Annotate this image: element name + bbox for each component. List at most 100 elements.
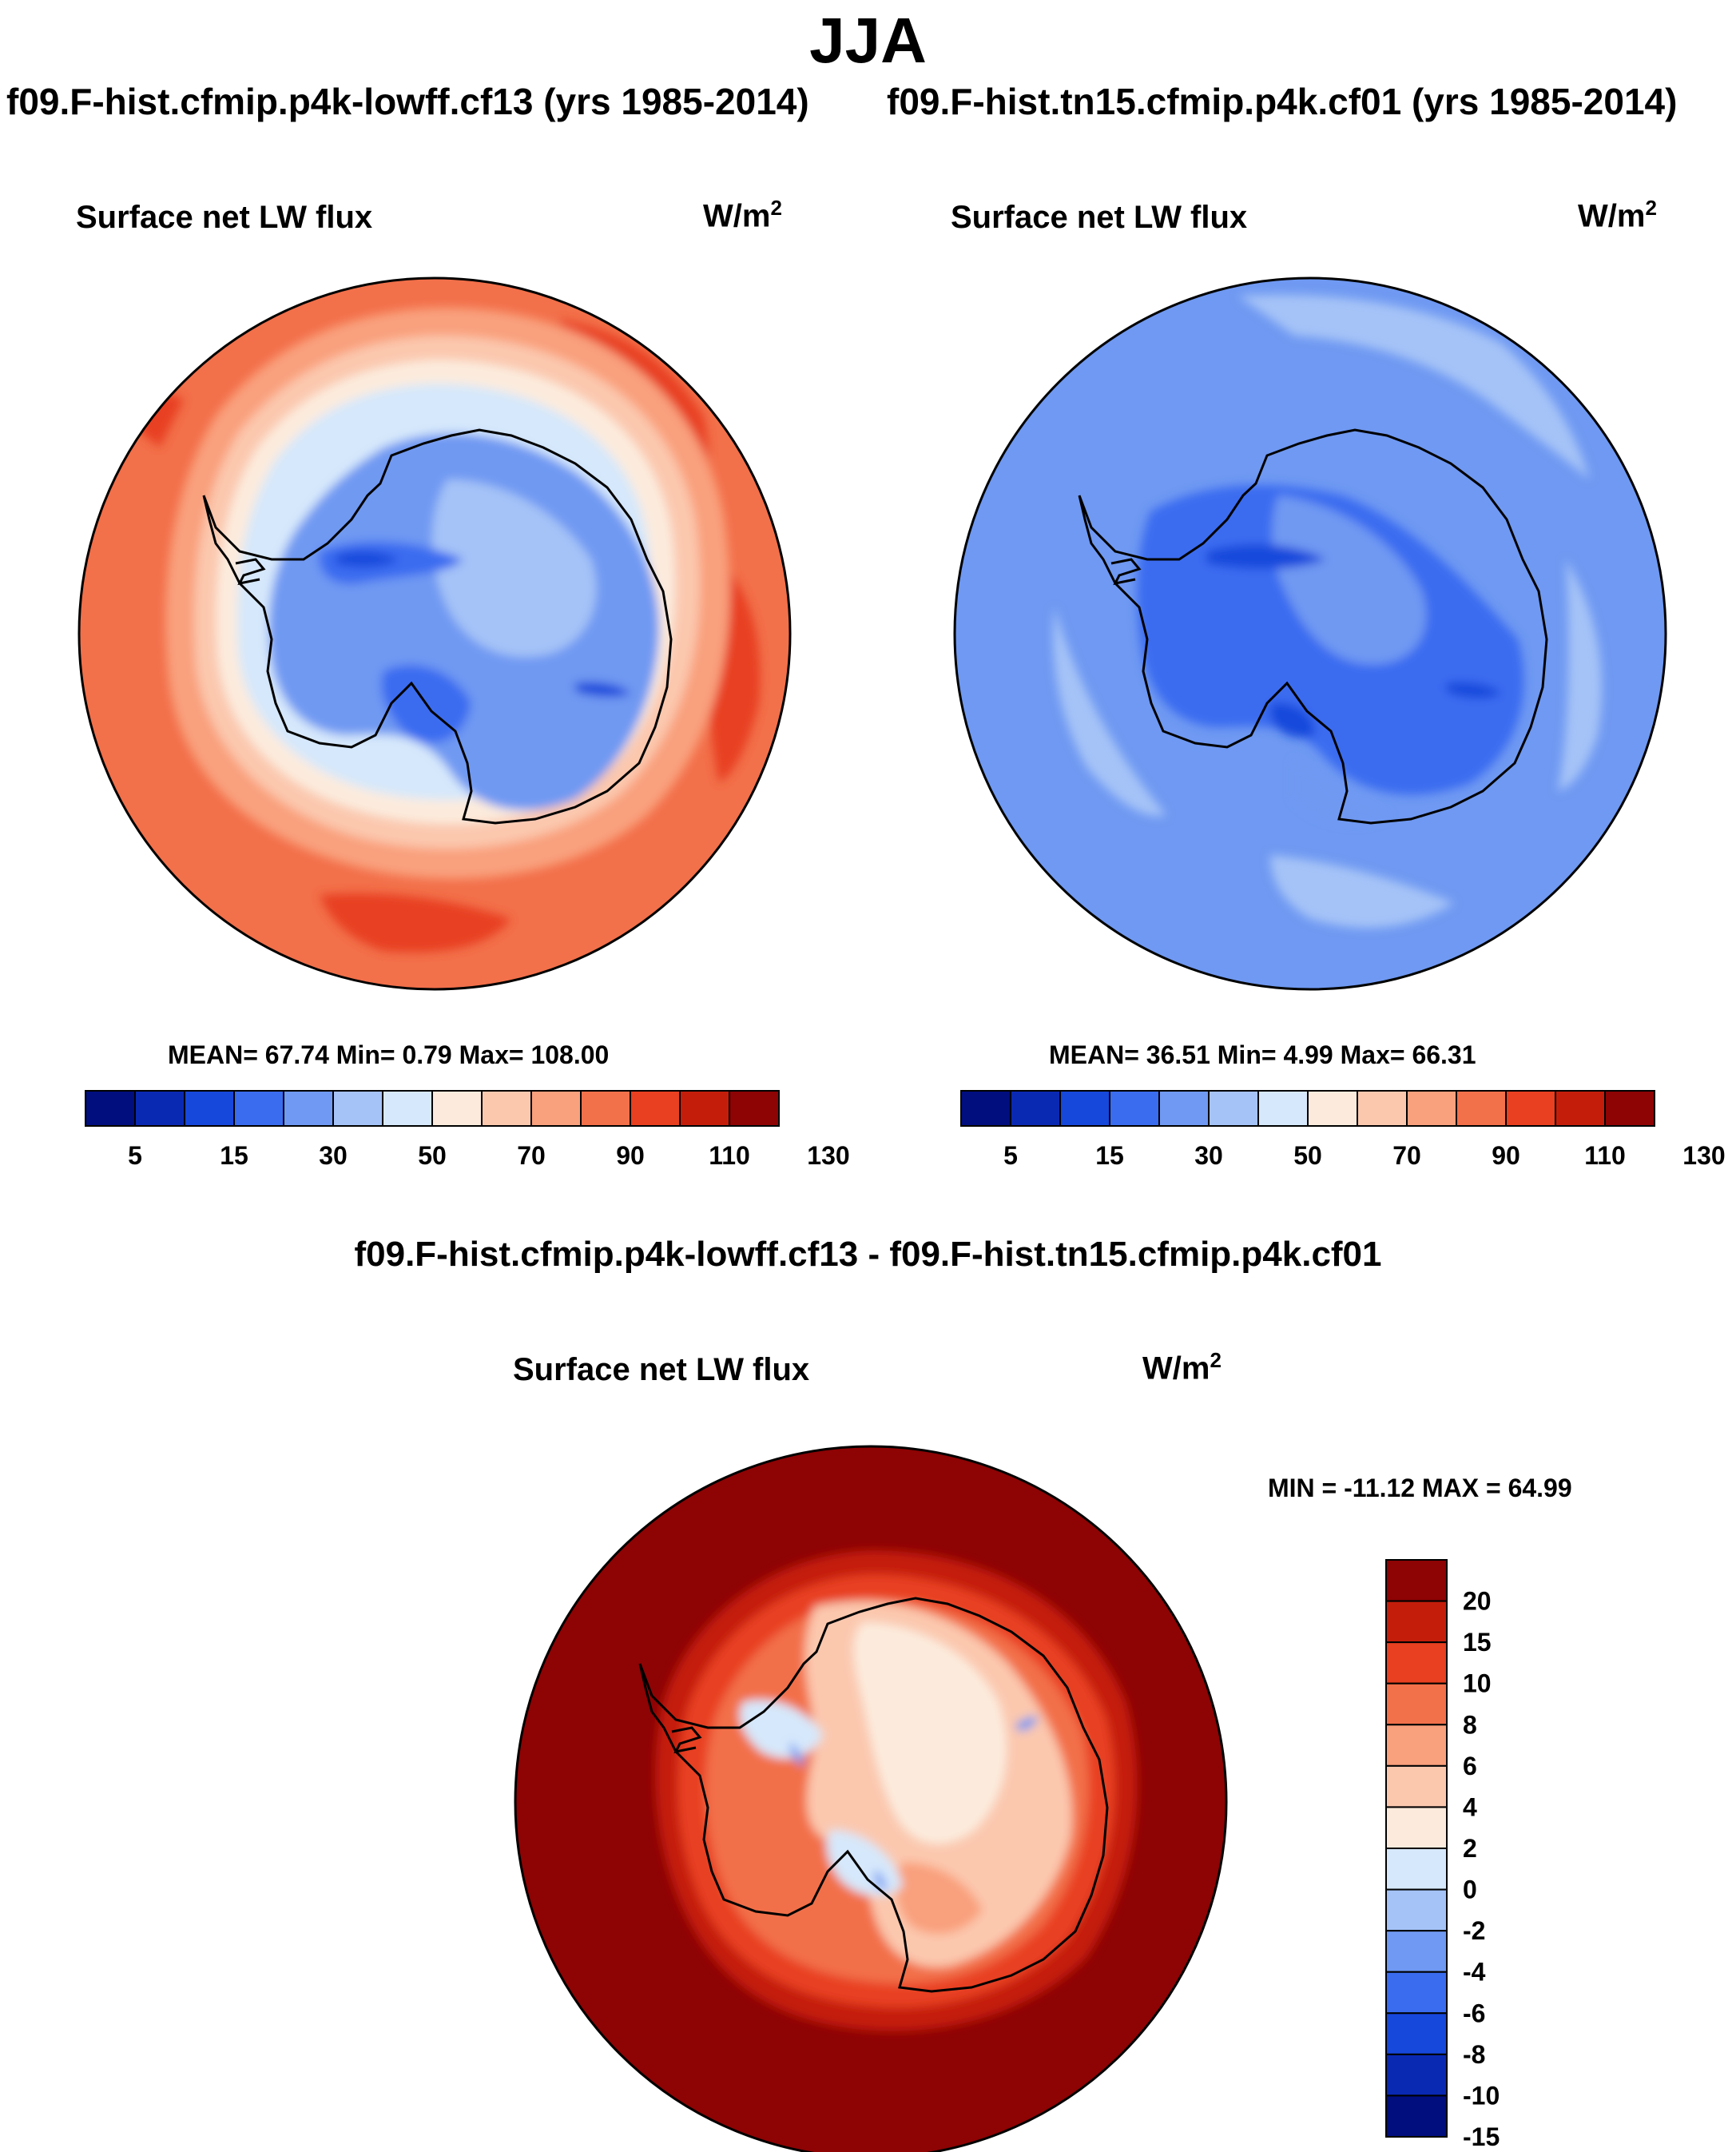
diff-neg-3 (874, 1870, 887, 1892)
panel2-colorbar-swatch (1158, 1090, 1210, 1127)
panel2-interior-medium (1272, 495, 1427, 665)
diff-colorbar-tick-label: -10 (1463, 2081, 1500, 2110)
panel2-colorbar-swatch (1307, 1090, 1358, 1127)
panel2-min-1 (1206, 544, 1326, 569)
diff-colorbar-swatch (1385, 1559, 1448, 1602)
panel1-colorbar-swatch (431, 1090, 483, 1127)
panel2-light-band-3 (1270, 855, 1454, 929)
panel1-min-3 (575, 682, 631, 697)
panel1-colorbar-tick-label: 15 (220, 1141, 248, 1170)
diff-colorbar-tick-label: 15 (1463, 1628, 1492, 1657)
panel1-colorbar-swatch (85, 1090, 136, 1127)
diff-variable-title: Surface net LW flux (513, 1352, 810, 1387)
diff-neg-2 (1015, 1716, 1039, 1732)
panel1-colorbar-tick-label: 5 (128, 1141, 142, 1170)
panel2-colorbar-swatch (1505, 1090, 1556, 1127)
panel2-light-band-2 (1053, 607, 1166, 817)
panel1-variable-title: Surface net LW flux (76, 200, 373, 235)
panel1-colorbar-tick-label: 50 (418, 1141, 447, 1170)
panel2-light-band-1 (1238, 294, 1590, 479)
panel1-colorbar-tick-label: 30 (319, 1141, 348, 1170)
diff-colorbar-swatch (1385, 1724, 1448, 1767)
panel2-colorbar-tick-label: 70 (1392, 1141, 1421, 1170)
panel1-map-border (77, 276, 792, 991)
panel2-colorbar-swatch (1357, 1090, 1408, 1127)
diff-map-border (514, 1445, 1228, 2152)
diff-peninsula-inlet (671, 1726, 702, 1754)
diff-colorbar-swatch (1385, 1682, 1448, 1726)
panel1-coastline (202, 428, 673, 825)
diff-stats: MIN = -11.12 MAX = 64.99 (1268, 1474, 1572, 1502)
diff-colorbar-swatch (1385, 1600, 1448, 1644)
panel2-colorbar: 5 15 30 50 70 90 110 130 (960, 1090, 1726, 1170)
case2-title: f09.F-hist.tn15.cfmip.p4k.cf01 (yrs 1985… (887, 81, 1678, 122)
diff-colorbar-swatch (1385, 2012, 1448, 2055)
diff-interior-2 (853, 1622, 1007, 1844)
panel1-colorbar-tick-label: 70 (517, 1141, 546, 1170)
panel1-colorbar-swatch (729, 1090, 780, 1127)
panel2-min-2 (1446, 682, 1502, 699)
panel2-coastal-light (1294, 759, 1390, 824)
diff-colorbar-tick-label: -15 (1463, 2122, 1500, 2151)
main-title: JJA (809, 5, 927, 76)
panel2-colorbar-swatch (1456, 1090, 1507, 1127)
panel2-colorbar-swatch (960, 1090, 1011, 1127)
diff-colorbar-tick-label: 8 (1463, 1710, 1477, 1739)
panel1-colorbar-swatch (679, 1090, 730, 1127)
diff-colorbar-tick-label: 20 (1463, 1587, 1492, 1616)
diff-colorbar-swatch (1385, 1806, 1448, 1849)
panel1-colorbar-swatch (580, 1090, 631, 1127)
panel2-colorbar-tick-label: 30 (1194, 1141, 1223, 1170)
panel2-map-border (953, 276, 1667, 991)
diff-colorbar-swatch (1385, 1848, 1448, 1891)
panel1-colorbar-tick-label: 110 (709, 1141, 750, 1170)
panel2-colorbar-swatch (1604, 1090, 1655, 1127)
diff-units: W/m2 (1142, 1348, 1222, 1386)
panel2-map (955, 278, 1666, 989)
panel1-colorbar-swatch (530, 1090, 582, 1127)
panel2-light-band-4 (1558, 559, 1602, 791)
panel2-colorbar-swatch (1109, 1090, 1160, 1127)
panel1-peninsula-inlet (235, 558, 266, 586)
diff-colorbar-swatch (1385, 1641, 1448, 1685)
panel1-map (79, 278, 790, 989)
panel2-min-3 (1270, 702, 1315, 738)
panel2-colorbar-swatch (1010, 1090, 1061, 1127)
panel1-colorbar-swatch (233, 1090, 284, 1127)
panel2-colorbar-tick-label: 110 (1584, 1141, 1626, 1170)
panel1-colorbar: 5 15 30 50 70 90 110 130 (85, 1090, 850, 1170)
panel2-peninsula-inlet (1110, 558, 1142, 586)
panel1-units: W/m2 (703, 196, 782, 234)
panel1-stats: MEAN= 67.74 Min= 0.79 Max= 108.00 (168, 1040, 610, 1069)
panel1-colorbar-swatch (332, 1090, 383, 1127)
panel1-interior-light (432, 479, 597, 657)
panel1-warm-patch-3 (320, 893, 511, 953)
diff-colorbar-tick-label: 2 (1463, 1834, 1477, 1863)
diff-colorbar-tick-label: -8 (1463, 2040, 1485, 2069)
diff-map (515, 1446, 1226, 2152)
panel1-colorbar-tick-label: 130 (807, 1141, 849, 1170)
panel2-colorbar-tick-label: 90 (1492, 1141, 1520, 1170)
diff-colorbar-tick-label: -6 (1463, 1999, 1485, 2027)
panel2-colorbar-tick-label: 5 (1003, 1141, 1018, 1170)
diff-coastline (638, 1597, 1109, 1993)
panel2-units: W/m2 (1578, 196, 1657, 234)
panel1-colorbar-swatch (630, 1090, 681, 1127)
diff-colorbar-tick-label: 4 (1463, 1792, 1477, 1821)
diff-colorbar-swatch (1385, 2053, 1448, 2097)
diff-colorbar-swatch (1385, 1930, 1448, 1973)
diff-colorbar-tick-label: 0 (1463, 1876, 1477, 1904)
diff-colorbar-tick-label: 10 (1463, 1669, 1492, 1698)
panel1-colorbar-swatch (481, 1090, 532, 1127)
panel2-colorbar-swatch (1208, 1090, 1259, 1127)
diff-title: f09.F-hist.cfmip.p4k-lowff.cf13 - f09.F-… (354, 1235, 1382, 1274)
panel1-colorbar-swatch (184, 1090, 235, 1127)
panel2-colorbar-swatch (1406, 1090, 1457, 1127)
panel2-colorbar-swatch (1059, 1090, 1110, 1127)
panel1-min-1 (336, 551, 399, 567)
diff-neg-1 (789, 1742, 804, 1766)
diff-colorbar-tick-label: -4 (1463, 1958, 1486, 1987)
panel1-colorbar-swatch (283, 1090, 334, 1127)
panel2-variable-title: Surface net LW flux (951, 200, 1248, 235)
